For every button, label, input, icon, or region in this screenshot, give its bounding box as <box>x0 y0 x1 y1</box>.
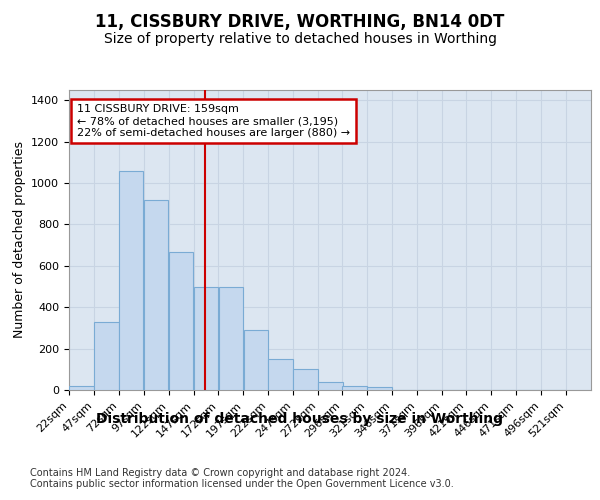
Bar <box>367 387 392 390</box>
Text: Contains HM Land Registry data © Crown copyright and database right 2024.
Contai: Contains HM Land Registry data © Crown c… <box>30 468 454 489</box>
Text: 11 CISSBURY DRIVE: 159sqm
← 78% of detached houses are smaller (3,195)
22% of se: 11 CISSBURY DRIVE: 159sqm ← 78% of detac… <box>77 104 350 138</box>
Bar <box>318 382 343 390</box>
Bar <box>244 330 268 390</box>
Bar <box>194 286 218 390</box>
Bar <box>119 170 143 390</box>
Text: 11, CISSBURY DRIVE, WORTHING, BN14 0DT: 11, CISSBURY DRIVE, WORTHING, BN14 0DT <box>95 12 505 30</box>
Bar <box>169 252 193 390</box>
Bar <box>69 386 94 390</box>
Text: Distribution of detached houses by size in Worthing: Distribution of detached houses by size … <box>97 412 503 426</box>
Text: Size of property relative to detached houses in Worthing: Size of property relative to detached ho… <box>104 32 497 46</box>
Bar <box>293 370 318 390</box>
Y-axis label: Number of detached properties: Number of detached properties <box>13 142 26 338</box>
Bar <box>144 200 169 390</box>
Bar <box>342 386 367 390</box>
Bar <box>218 286 243 390</box>
Bar <box>268 359 293 390</box>
Bar <box>94 322 119 390</box>
